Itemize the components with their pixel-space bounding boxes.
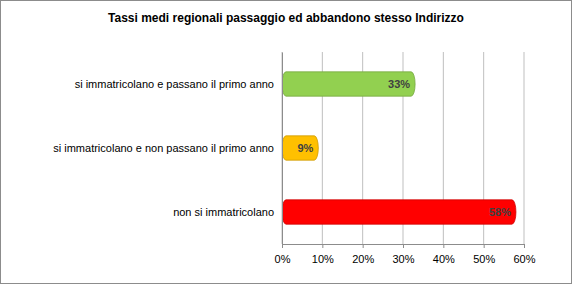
grid-line [282, 52, 283, 244]
x-tick: 40% [433, 244, 455, 265]
x-tick-mark [484, 244, 485, 248]
x-axis-line [283, 245, 525, 249]
y-tick: non si immatricolano [173, 206, 274, 218]
x-tick: 10% [312, 244, 334, 265]
data-labels: 33% 9% 58% [297, 78, 511, 218]
x-axis: 0% 10% 20% 30% 40% 50% 60% [275, 244, 536, 265]
x-tick-label: 20% [352, 253, 374, 265]
x-tick: 30% [392, 244, 414, 265]
x-tick-mark [363, 244, 364, 248]
y-axis: si immatricolano e passano il primo anno… [53, 53, 282, 245]
bar [282, 136, 318, 160]
chart-frame [1, 1, 572, 284]
x-tick-mark [322, 244, 323, 248]
chart: Tassi medi regionali passaggio ed abband… [0, 0, 572, 284]
x-tick-mark [403, 244, 404, 248]
x-tick-label: 30% [392, 253, 414, 265]
y-axis-line [282, 53, 283, 245]
y-tick: si immatricolano e non passano il primo … [53, 142, 274, 154]
x-tick-label: 10% [312, 253, 334, 265]
bar [282, 200, 516, 224]
x-tick-label: 0% [275, 253, 291, 265]
x-tick-label: 60% [513, 253, 535, 265]
x-tick: 50% [473, 244, 495, 265]
x-tick-mark [282, 244, 283, 248]
data-label: 33% [388, 78, 410, 90]
y-tick-label: si immatricolano e passano il primo anno [75, 78, 274, 90]
x-tick: 0% [275, 244, 291, 265]
data-label: 9% [297, 142, 313, 154]
x-tick-label: 50% [473, 253, 495, 265]
chart-title: Tassi medi regionali passaggio ed abband… [108, 11, 464, 25]
x-tick-mark [524, 244, 525, 248]
y-tick-label: non si immatricolano [173, 206, 274, 218]
x-tick-mark [443, 244, 444, 248]
y-tick: si immatricolano e passano il primo anno [75, 78, 274, 90]
data-label: 58% [489, 206, 511, 218]
bars [282, 72, 516, 224]
x-tick-label: 40% [433, 253, 455, 265]
grid [282, 52, 524, 244]
bar [282, 72, 415, 96]
y-tick-label: si immatricolano e non passano il primo … [53, 142, 274, 154]
x-tick: 60% [513, 244, 535, 265]
x-tick: 20% [352, 244, 374, 265]
grid-line [524, 52, 525, 244]
